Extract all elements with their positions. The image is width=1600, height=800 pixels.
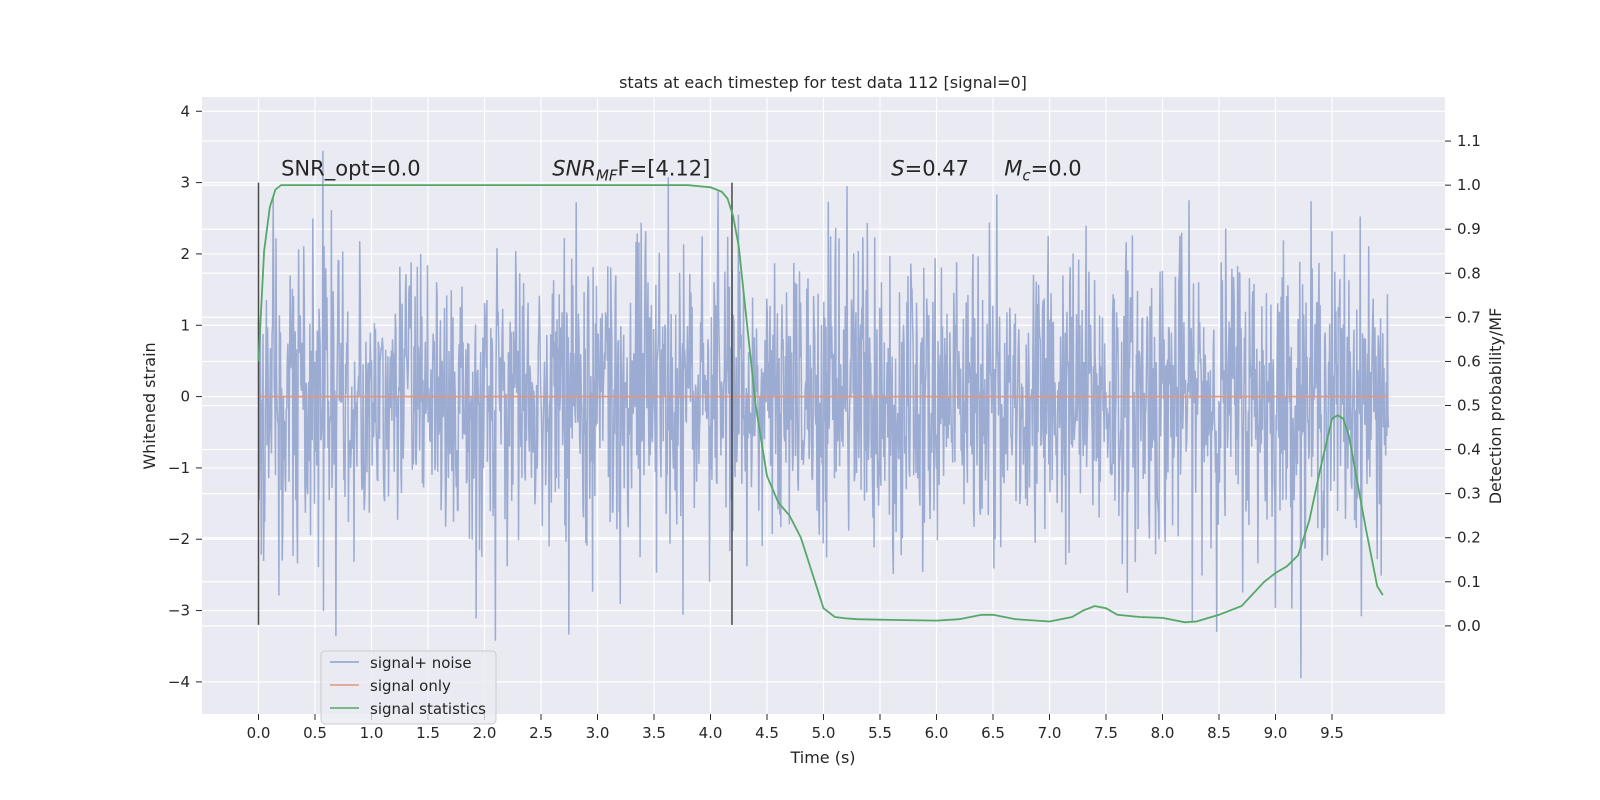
x-tick-label: 7.5 xyxy=(1094,724,1118,742)
y2-tick-label: 0.9 xyxy=(1457,220,1481,238)
y-tick-label: 3 xyxy=(180,174,190,192)
y2-tick-label: 0.7 xyxy=(1457,308,1481,326)
y2-tick-label: 0.4 xyxy=(1457,441,1481,459)
x-tick-label: 5.5 xyxy=(868,724,892,742)
y-tick-label: 0 xyxy=(180,388,190,406)
chart-title: stats at each timestep for test data 112… xyxy=(619,73,1027,92)
y-tick-label: 2 xyxy=(180,245,190,263)
y-tick-label: 4 xyxy=(180,102,190,120)
x-tick-label: 9.0 xyxy=(1264,724,1288,742)
vline-layer xyxy=(257,182,733,625)
annotation-1: SNRMFF=[4.12] xyxy=(552,156,710,184)
y-tick-label: 1 xyxy=(180,316,190,334)
x-tick-label: 2.5 xyxy=(529,724,553,742)
y2-tick-label: 1.1 xyxy=(1457,132,1481,150)
x-tick-label: 3.5 xyxy=(642,724,666,742)
x-tick-label: 0.0 xyxy=(247,724,271,742)
tick-layer: 0.0 0.5 1.0 1.5 2.0 2.5 3.0 3.5 4.0 4.5 5.0 5.5 6.0 6… xyxy=(168,102,1481,742)
y2-tick-label: 0.5 xyxy=(1457,397,1481,415)
y-axis-label: Whitened strain xyxy=(140,342,159,469)
x-tick-label: 1.0 xyxy=(360,724,384,742)
y2-tick-label: 0.1 xyxy=(1457,573,1481,591)
x-tick-label: 4.0 xyxy=(699,724,723,742)
x-tick-label: 8.5 xyxy=(1207,724,1231,742)
y-tick-label: −4 xyxy=(168,673,190,691)
annotation-layer: SNR_opt=0.0 SNRMFF=[4.12] S=0.47 Mc=0.0 xyxy=(281,156,1082,184)
y-tick-label: −2 xyxy=(168,530,190,548)
y2-tick-label: 0.0 xyxy=(1457,617,1481,635)
x-tick-label: 7.0 xyxy=(1038,724,1062,742)
x-axis-label: Time (s) xyxy=(789,748,855,767)
annotation-3: Mc=0.0 xyxy=(1004,156,1081,184)
x-tick-label: 6.5 xyxy=(981,724,1005,742)
noise-series-line xyxy=(257,150,1390,679)
legend: signal+ noise signal only signal statist… xyxy=(320,650,497,725)
x-tick-label: 4.5 xyxy=(755,724,779,742)
y-tick-label: −1 xyxy=(168,459,190,477)
noise-series-layer xyxy=(257,150,1390,679)
x-tick-label: 6.0 xyxy=(925,724,949,742)
y2-tick-label: 0.6 xyxy=(1457,352,1481,370)
legend-label-statistics: signal statistics xyxy=(370,700,486,718)
x-tick-label: 2.0 xyxy=(473,724,497,742)
y2-tick-label: 1.0 xyxy=(1457,176,1481,194)
y2-tick-label: 0.2 xyxy=(1457,529,1481,547)
legend-label-signal: signal only xyxy=(370,677,451,695)
x-tick-label: 5.0 xyxy=(812,724,836,742)
y-tick-label: −3 xyxy=(168,602,190,620)
legend-box xyxy=(320,650,497,725)
statistics-series-layer xyxy=(257,184,1384,624)
x-tick-label: 8.0 xyxy=(1151,724,1175,742)
x-tick-label: 1.5 xyxy=(416,724,440,742)
y2-tick-label: 0.3 xyxy=(1457,485,1481,503)
annotation-0: SNR_opt=0.0 xyxy=(281,156,421,181)
y2-axis-label: Detection probability/MF xyxy=(1486,308,1505,505)
legend-label-noise: signal+ noise xyxy=(370,654,472,672)
statistics-series-line xyxy=(257,184,1384,624)
x-tick-label: 9.5 xyxy=(1320,724,1344,742)
annotation-2: S=0.47 xyxy=(891,156,969,180)
x-tick-label: 3.0 xyxy=(586,724,610,742)
x-tick-label: 0.5 xyxy=(303,724,327,742)
y2-tick-label: 0.8 xyxy=(1457,264,1481,282)
